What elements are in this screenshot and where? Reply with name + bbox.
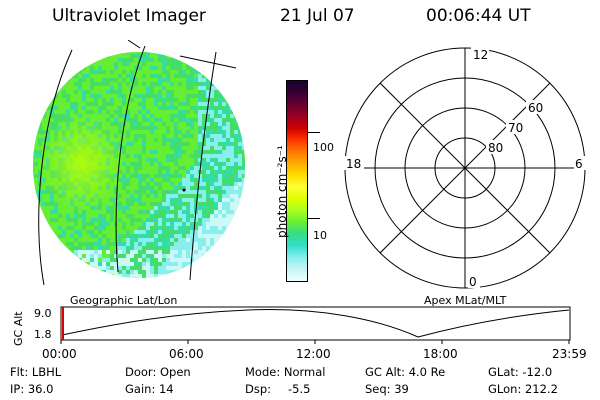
lat-label-60: 60 <box>528 101 543 115</box>
mlt-label-6: 6 <box>575 157 583 171</box>
dsp-value: -5.5 <box>288 382 311 396</box>
uv-disk <box>33 52 245 278</box>
geographic-projection-label: Geographic Lat/Lon <box>70 294 178 307</box>
colorbar-units-label: photon cm⁻²s⁻¹ <box>275 145 289 238</box>
time-label: 00:06:44 UT <box>426 6 531 26</box>
altitude-tick-label: 1.8 <box>34 328 52 341</box>
date-label: 21 Jul 07 <box>280 6 355 26</box>
altitude-plot <box>60 306 571 344</box>
altitude-tick-label: 9.0 <box>34 307 52 320</box>
door-info: Door: Open <box>125 365 191 379</box>
time-tick-label: 06:00 <box>169 347 204 361</box>
longitude-line <box>38 49 73 286</box>
instrument-title: Ultraviolet Imager <box>52 6 206 26</box>
geographic-lat-info: GLat: -12.0 <box>488 365 553 379</box>
colorbar-tick-label: 10 <box>313 229 327 242</box>
altitude-axis-label: GC Alt <box>12 311 25 346</box>
lat-label-70: 70 <box>508 121 523 135</box>
spacecraft-marker <box>182 188 186 192</box>
time-tick-label: 12:00 <box>296 347 331 361</box>
mlt-label-0: 0 <box>469 275 477 289</box>
dsp-label: Dsp: <box>245 382 272 396</box>
mode-info: Mode: Normal <box>245 365 326 379</box>
time-tick-label: 23:59 <box>552 347 587 361</box>
grid-line <box>179 55 237 69</box>
colorbar-tick-label: 100 <box>313 141 334 154</box>
time-tick-label: 00:00 <box>42 347 77 361</box>
grid-line <box>127 40 141 49</box>
geographic-lon-info: GLon: 212.2 <box>488 382 558 396</box>
longitude-line <box>115 45 146 273</box>
longitude-line <box>189 51 217 281</box>
time-tick-label: 18:00 <box>423 347 458 361</box>
filter-info: Flt: LBHL <box>10 365 62 379</box>
gain-info: Gain: 14 <box>125 382 174 396</box>
color-scale-bar <box>286 80 308 282</box>
apex-projection-label: Apex MLat/MLT <box>424 294 507 307</box>
ip-info: IP: 36.0 <box>10 382 54 396</box>
lat-label-80: 80 <box>488 141 503 155</box>
mlt-diagonal <box>379 82 551 254</box>
polar-grid: 12 0 18 6 80 70 60 <box>344 47 586 289</box>
mlt-label-12: 12 <box>473 48 488 62</box>
gc-altitude-info: GC Alt: 4.0 Re <box>365 365 446 379</box>
mlt-label-18: 18 <box>346 157 361 171</box>
sequence-info: Seq: 39 <box>365 382 409 396</box>
uv-image-panel <box>33 40 245 286</box>
altitude-curve <box>61 309 570 338</box>
